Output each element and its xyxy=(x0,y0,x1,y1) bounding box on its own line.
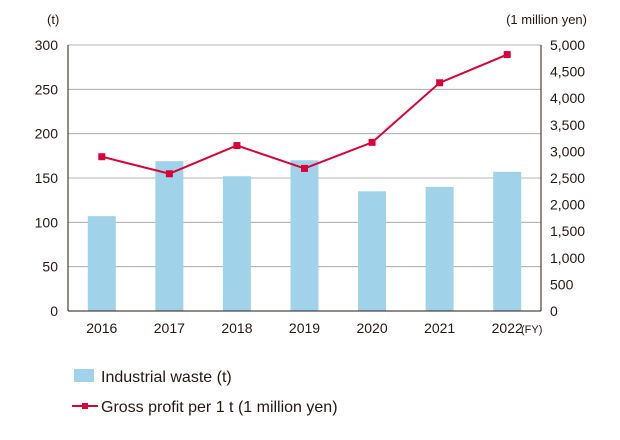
right-tick-label: 3,000 xyxy=(550,143,585,159)
x-axis-ticks: 2016 2017 2018 2019 2020 2021 2022 xyxy=(86,320,523,336)
right-tick-label: 2,500 xyxy=(550,170,585,186)
right-tick-label: 0 xyxy=(550,303,558,319)
line-point xyxy=(233,142,241,150)
left-tick-label: 200 xyxy=(35,126,59,142)
right-tick-label: 1,000 xyxy=(550,250,585,266)
right-tick-label: 500 xyxy=(550,276,574,292)
right-tick-label: 2,000 xyxy=(550,197,585,213)
left-axis-unit: (t) xyxy=(47,12,59,27)
right-tick-label: 5,000 xyxy=(550,37,585,53)
bar xyxy=(425,186,454,311)
bar xyxy=(290,160,319,311)
line-point xyxy=(503,51,511,59)
x-tick-label: 2017 xyxy=(154,320,185,336)
legend-line-label: Gross profit per 1 t (1 million yen) xyxy=(101,399,338,416)
legend: Industrial waste (t) Gross profit per 1 … xyxy=(72,369,338,416)
left-tick-label: 300 xyxy=(35,37,59,53)
line-point xyxy=(165,170,173,178)
profit-line xyxy=(101,53,508,175)
bar xyxy=(222,176,251,311)
right-tick-label: 1,500 xyxy=(550,223,585,239)
x-tick-label: 2016 xyxy=(86,320,117,336)
right-axis-unit: (1 million yen) xyxy=(506,12,587,27)
line-series xyxy=(98,51,511,178)
right-axis-ticks: 0 500 1,000 1,500 2,000 2,500 3,000 3,500 4,000 4… xyxy=(550,37,585,319)
line-point xyxy=(436,79,444,87)
bar xyxy=(358,191,387,311)
x-axis-unit: (FY) xyxy=(521,324,542,336)
right-tick-label: 4,500 xyxy=(550,64,585,80)
right-tick-label: 4,000 xyxy=(550,90,585,106)
left-tick-label: 250 xyxy=(35,81,59,97)
left-tick-label: 150 xyxy=(35,170,59,186)
left-tick-label: 100 xyxy=(35,214,59,230)
right-tick-label: 3,500 xyxy=(550,117,585,133)
legend-line-marker xyxy=(82,403,88,409)
left-tick-label: 50 xyxy=(42,259,58,275)
legend-bar-swatch xyxy=(74,369,94,382)
x-tick-label: 2020 xyxy=(356,320,387,336)
x-tick-label: 2021 xyxy=(424,320,455,336)
line-point xyxy=(98,153,106,161)
left-tick-label: 0 xyxy=(50,303,58,319)
x-tick-label: 2019 xyxy=(289,320,320,336)
bar xyxy=(493,171,522,311)
line-point xyxy=(368,138,376,146)
x-tick-label: 2022 xyxy=(492,320,523,336)
x-tick-label: 2018 xyxy=(221,320,252,336)
bar-series xyxy=(87,160,522,311)
axes xyxy=(67,45,542,312)
bar xyxy=(87,216,116,311)
legend-bar-label: Industrial waste (t) xyxy=(101,369,232,386)
bar xyxy=(155,161,184,311)
left-axis-ticks: 0 50 100 150 200 250 300 xyxy=(35,37,59,319)
line-point xyxy=(301,164,308,172)
